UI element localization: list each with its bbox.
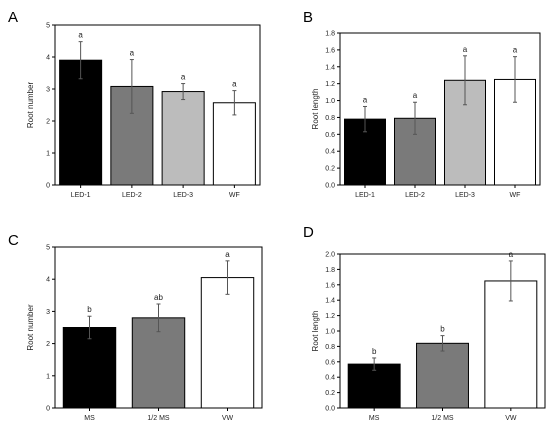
y-tick-label: 1.8 (325, 267, 335, 274)
y-tick-label: 0.6 (325, 132, 335, 139)
y-tick-label: 1.4 (325, 298, 335, 305)
y-tick-label: 0.6 (325, 359, 335, 366)
y-axis-label: Root number (26, 304, 35, 351)
panel-a: A 0 1 2 3 4 5 Root number LED-1 a LED-2 a LED-3 a WF a (8, 9, 261, 199)
significance-label: a (463, 45, 468, 54)
y-tick-label: 1.2 (325, 313, 335, 320)
y-tick-label: 0.2 (325, 166, 335, 173)
y-tick-label: 0.0 (325, 183, 335, 190)
significance-label: b (440, 325, 445, 334)
x-tick-label: WF (510, 192, 521, 199)
y-tick-label: 0.8 (325, 115, 335, 122)
bar (416, 342, 469, 409)
x-tick-label: LED-3 (455, 192, 475, 199)
y-tick-label: 1 (46, 373, 50, 380)
bar (161, 91, 205, 186)
y-tick-label: 0.2 (325, 390, 335, 397)
significance-label: a (232, 80, 237, 89)
x-tick-label: WF (229, 192, 240, 199)
significance-label: a (413, 91, 418, 100)
bar (62, 327, 117, 409)
y-tick-label: 1 (46, 151, 50, 158)
y-tick-label: 1.8 (325, 31, 335, 38)
y-tick-label: 2 (46, 119, 50, 126)
x-tick-label: LED-1 (71, 192, 91, 199)
x-tick-label: MS (84, 415, 95, 422)
x-tick-label: MS (369, 415, 380, 422)
y-tick-label: 2.0 (325, 252, 335, 259)
significance-label: a (363, 95, 368, 104)
panel-d: D 0.0 0.2 0.4 0.6 0.8 1.0 1.2 1.4 1.6 1.8 2.0 Root l… (303, 224, 546, 422)
y-tick-label: 0.0 (325, 406, 335, 413)
y-tick-label: 1.6 (325, 282, 335, 289)
x-tick-label: LED-2 (405, 192, 425, 199)
y-tick-label: 0.4 (325, 149, 335, 156)
panel-letter: D (303, 224, 314, 241)
x-tick-label: VW (505, 415, 517, 422)
y-tick-label: 0.4 (325, 375, 335, 382)
y-tick-label: 5 (46, 245, 50, 252)
y-tick-label: 1.2 (325, 81, 335, 88)
y-tick-label: 1.6 (325, 47, 335, 54)
significance-label: b (372, 347, 377, 356)
panel-letter: C (8, 232, 19, 249)
significance-label: b (87, 305, 92, 314)
y-tick-label: 0 (46, 183, 50, 190)
y-tick-label: 3 (46, 87, 50, 94)
y-tick-label: 5 (46, 23, 50, 30)
x-tick-label: 1/2 MS (431, 415, 454, 422)
plot-frame (54, 24, 261, 186)
y-tick-label: 2 (46, 341, 50, 348)
panel-letter: B (303, 9, 313, 26)
significance-label: a (78, 31, 83, 40)
plot-frame (339, 32, 541, 186)
x-tick-label: 1/2 MS (147, 415, 170, 422)
x-tick-label: LED-3 (173, 192, 193, 199)
significance-label: ab (154, 293, 163, 302)
y-tick-label: 1.0 (325, 98, 335, 105)
bar (131, 317, 186, 409)
y-tick-label: 0.8 (325, 344, 335, 351)
bar (484, 280, 538, 409)
y-tick-label: 1.0 (325, 329, 335, 336)
y-tick-label: 0 (46, 406, 50, 413)
y-tick-label: 3 (46, 309, 50, 316)
significance-label: a (225, 250, 230, 259)
significance-label: a (130, 49, 135, 58)
x-tick-label: LED-2 (122, 192, 142, 199)
y-tick-label: 1.4 (325, 64, 335, 71)
significance-label: a (513, 46, 518, 55)
y-axis-label: Root length (311, 89, 320, 130)
y-axis-label: Root length (311, 311, 320, 352)
panel-c: C 0 1 2 3 4 5 Root number MS b 1/2 MS ab VW a (8, 232, 263, 422)
y-axis-label: Root number (26, 82, 35, 129)
bar (200, 277, 255, 409)
x-tick-label: VW (222, 415, 234, 422)
panel-b: B 0.0 0.2 0.4 0.6 0.8 1.0 1.2 1.4 1.6 1.8 Root leng… (303, 9, 541, 199)
significance-label: a (509, 250, 514, 259)
panel-letter: A (8, 9, 18, 26)
bar (347, 363, 401, 409)
y-tick-label: 4 (46, 55, 50, 62)
x-tick-label: LED-1 (355, 192, 375, 199)
significance-label: a (181, 73, 186, 82)
y-tick-label: 4 (46, 277, 50, 284)
bar (212, 102, 256, 186)
